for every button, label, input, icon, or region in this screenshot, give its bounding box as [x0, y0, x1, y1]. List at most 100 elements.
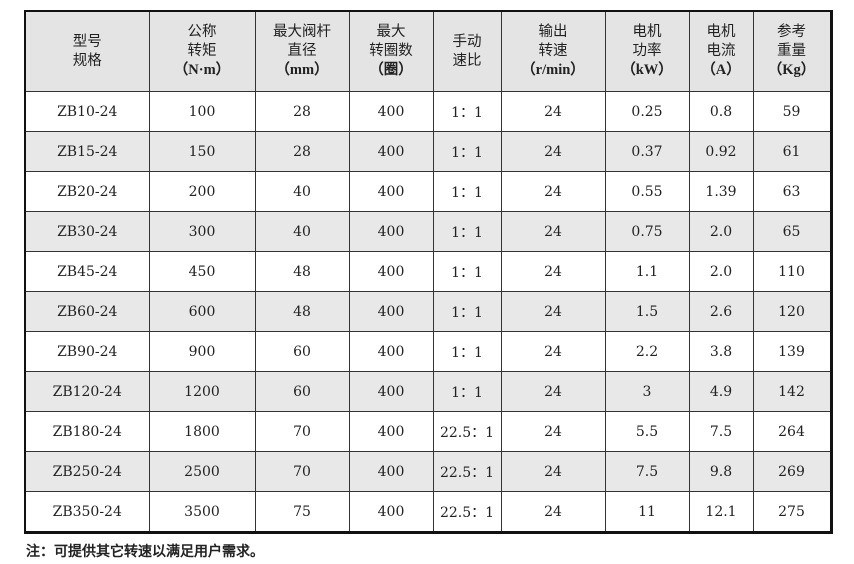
table-cell: 12.1	[688, 491, 754, 533]
table-cell: 9.8	[688, 451, 754, 492]
table-cell: 120	[752, 291, 832, 332]
table-cell: 2.0	[688, 251, 754, 292]
table-cell: 48	[254, 291, 350, 332]
table-cell: 1.1	[604, 251, 690, 292]
table-cell: 1.39	[688, 171, 754, 212]
footnote: 注：可提供其它转速以满足用户需求。	[26, 544, 264, 560]
table-cell: 1800	[148, 411, 256, 452]
table-row: ZB20-24 200 40 400 1：1 24 0.55 1.39 63	[24, 171, 832, 212]
table-cell: 22.5：1	[432, 451, 502, 492]
table-cell: 2500	[148, 451, 256, 492]
table-row: ZB120-24 1200 60 400 1：1 24 3 4.9 142	[24, 371, 832, 412]
header-l2: 重量	[777, 43, 806, 59]
table-cell: 24	[500, 451, 606, 492]
table-cell: 5.5	[604, 411, 690, 452]
table-row: ZB180-24 1800 70 400 22.5：1 24 5.5 7.5 264	[24, 411, 832, 452]
column-header: 型号 规格	[24, 10, 150, 92]
table-cell: ZB20-24	[24, 171, 150, 212]
table-cell: 0.75	[604, 211, 690, 252]
table-cell: 1.5	[604, 291, 690, 332]
table-cell: 142	[752, 371, 832, 412]
table-cell: 28	[254, 91, 350, 132]
table-cell: 24	[500, 371, 606, 412]
table-row: ZB350-24 3500 75 400 22.5：1 24 11 12.1 275	[24, 491, 832, 533]
table-row: ZB90-24 900 60 400 1：1 24 2.2 3.8 139	[24, 331, 832, 372]
header-l2: 转速	[538, 43, 568, 59]
table-cell: 400	[348, 491, 434, 533]
table-cell: 0.37	[604, 131, 690, 172]
column-header: 手动 速比	[432, 10, 502, 92]
table-cell: ZB120-24	[24, 371, 150, 412]
table-cell: 7.5	[604, 451, 690, 492]
table-cell: 2.6	[688, 291, 754, 332]
table-cell: 400	[348, 291, 434, 332]
column-header: 输出转速 （r/min）	[500, 10, 606, 92]
table-cell: 24	[500, 91, 606, 132]
table-cell: 400	[348, 91, 434, 132]
header-l1: 最大阀杆	[273, 24, 331, 40]
table-cell: 70	[254, 451, 350, 492]
table-cell: 22.5：1	[432, 491, 502, 533]
header-l2: 速比	[452, 52, 482, 69]
table-cell: 2.2	[604, 331, 690, 372]
column-header: 参考重量 （Kg）	[752, 10, 832, 92]
table-cell: 200	[148, 171, 256, 212]
table-cell: 400	[348, 451, 434, 492]
table-cell: 400	[348, 251, 434, 292]
header-l1: 电机	[706, 24, 736, 40]
table-cell: ZB45-24	[24, 251, 150, 292]
table-cell: 275	[752, 491, 832, 533]
table-cell: 24	[500, 211, 606, 252]
table-cell: 40	[254, 171, 350, 212]
table-cell: ZB15-24	[24, 131, 150, 172]
header-unit: （Kg）	[767, 62, 816, 78]
table-cell: ZB90-24	[24, 331, 150, 372]
table-cell: 1：1	[432, 171, 502, 212]
header-unit: （A）	[701, 62, 741, 78]
header-row: 型号 规格 公称 转矩 （N·m） 最大阀杆 直径 （mm） 最大 转圈数 （圈） 手动 速比 输出 转速 （…	[24, 10, 832, 92]
table-row: ZB30-24 300 40 400 1：1 24 0.75 2.0 65	[24, 211, 832, 252]
table-cell: 22.5：1	[432, 411, 502, 452]
column-header: 最大阀杆 直径 （mm）	[254, 10, 350, 92]
table-cell: 450	[148, 251, 256, 292]
table-cell: ZB30-24	[24, 211, 150, 252]
header-l1: 参考	[777, 24, 806, 40]
table-cell: 24	[500, 171, 606, 212]
table-cell: 1：1	[432, 251, 502, 292]
table-cell: 75	[254, 491, 350, 533]
table-cell: 24	[500, 411, 606, 452]
table-cell: 3	[604, 371, 690, 412]
table-cell: 65	[752, 211, 832, 252]
table-cell: 3500	[148, 491, 256, 533]
table-cell: 400	[348, 331, 434, 372]
table-cell: 24	[500, 291, 606, 332]
table-cell: 24	[500, 251, 606, 292]
table-cell: 300	[148, 211, 256, 252]
table-cell: 48	[254, 251, 350, 292]
table-cell: 1200	[148, 371, 256, 412]
table-cell: 70	[254, 411, 350, 452]
header-l2: 电流	[706, 43, 736, 59]
table-cell: 1：1	[432, 371, 502, 412]
table-cell: 40	[254, 211, 350, 252]
table-row: ZB60-24 600 48 400 1：1 24 1.5 2.6 120	[24, 291, 832, 332]
table-row: ZB250-24 2500 70 400 22.5：1 24 7.5 9.8 269	[24, 451, 832, 492]
table-cell: 100	[148, 91, 256, 132]
table-row: ZB15-24 150 28 400 1：1 24 0.37 0.92 61	[24, 131, 832, 172]
header-unit: （圈）	[369, 62, 413, 78]
table-cell: 600	[148, 291, 256, 332]
header-unit: （mm）	[275, 62, 329, 78]
table-cell: ZB60-24	[24, 291, 150, 332]
table-cell: 0.92	[688, 131, 754, 172]
column-header: 公称 转矩 （N·m）	[148, 10, 256, 92]
table-cell: ZB350-24	[24, 491, 150, 533]
table-cell: 400	[348, 131, 434, 172]
header-unit: （r/min）	[521, 62, 585, 78]
table-cell: 139	[752, 331, 832, 372]
table-cell: ZB250-24	[24, 451, 150, 492]
table-cell: 150	[148, 131, 256, 172]
header-l1: 输出	[538, 24, 568, 40]
table-cell: 400	[348, 171, 434, 212]
table-cell: 11	[604, 491, 690, 533]
header-l1: 公称	[187, 24, 217, 40]
